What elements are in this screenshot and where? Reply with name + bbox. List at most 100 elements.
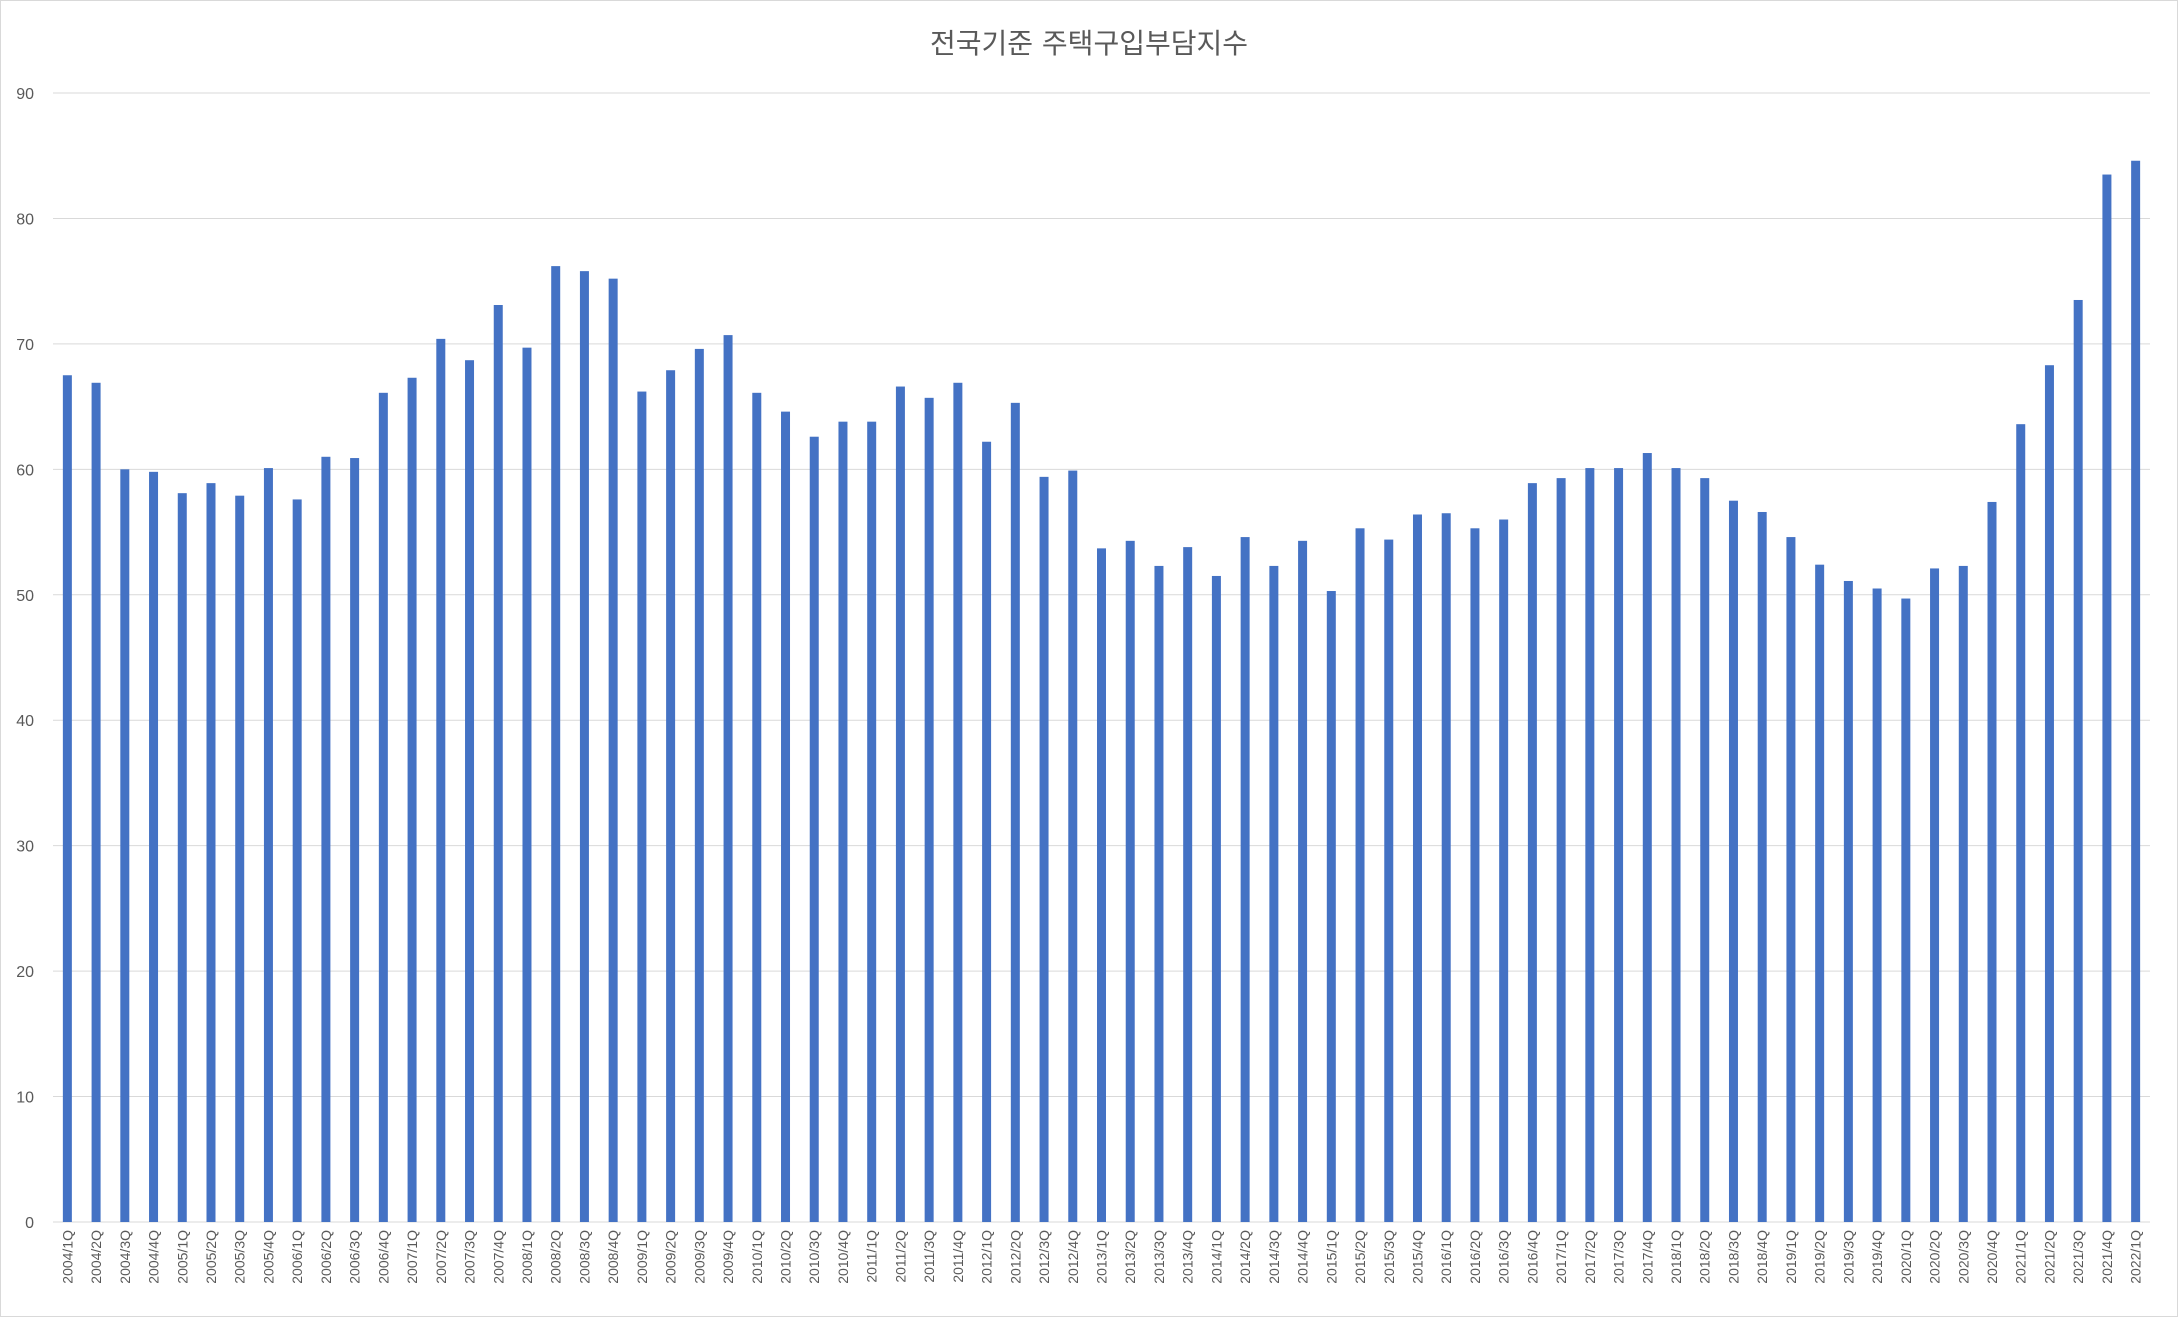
x-tick-label: 2013/1Q: [1094, 1230, 1110, 1284]
bar-2004-3Q: [120, 469, 130, 1222]
x-tick-label: 2014/3Q: [1266, 1230, 1282, 1284]
bar-2014-2Q: [1240, 537, 1250, 1222]
x-tick-label: 2016/1Q: [1438, 1230, 1454, 1284]
bar-2016-3Q: [1499, 519, 1509, 1222]
x-tick-label: 2019/1Q: [1783, 1230, 1799, 1284]
bar-2012-1Q: [982, 441, 992, 1222]
bar-2005-3Q: [235, 495, 245, 1223]
x-tick-label: 2019/4Q: [1869, 1230, 1885, 1284]
bar-2014-1Q: [1211, 575, 1221, 1222]
x-tick-label: 2016/2Q: [1467, 1230, 1483, 1284]
x-tick-label: 2012/3Q: [1036, 1230, 1052, 1284]
bar-2006-3Q: [350, 458, 360, 1222]
x-tick-label: 2012/4Q: [1065, 1230, 1081, 1284]
x-tick-label: 2021/4Q: [2099, 1230, 2115, 1284]
bar-2015-2Q: [1355, 528, 1365, 1222]
x-tick-label: 2018/4Q: [1754, 1230, 1770, 1284]
x-tick-label: 2020/1Q: [1898, 1230, 1914, 1284]
bar-2015-4Q: [1412, 514, 1422, 1222]
x-tick-label: 2016/3Q: [1496, 1230, 1512, 1284]
bar-2017-3Q: [1614, 468, 1624, 1223]
bar-2005-4Q: [263, 468, 273, 1223]
bar-2015-1Q: [1326, 591, 1336, 1222]
y-tick-label: 40: [16, 713, 34, 730]
x-tick-label: 2006/2Q: [318, 1230, 334, 1284]
x-tick-label: 2019/3Q: [1840, 1230, 1856, 1284]
bar-2010-3Q: [809, 436, 819, 1222]
y-tick-label: 30: [16, 839, 34, 856]
bar-2017-1Q: [1556, 478, 1566, 1222]
bar-2004-2Q: [91, 382, 101, 1222]
bar-2011-1Q: [867, 421, 877, 1223]
chart-title: 전국기준 주택구입부담지수: [929, 27, 1249, 60]
bar-2016-4Q: [1527, 483, 1537, 1223]
bar-2006-4Q: [378, 392, 388, 1222]
y-tick-label: 80: [16, 211, 34, 228]
bar-2008-1Q: [522, 347, 532, 1222]
bar-2005-1Q: [177, 493, 187, 1222]
x-tick-label: 2007/3Q: [462, 1230, 478, 1284]
bar-2007-4Q: [493, 305, 503, 1222]
bar-2014-4Q: [1298, 540, 1308, 1222]
x-tick-label: 2022/1Q: [2128, 1230, 2144, 1284]
bar-2018-1Q: [1671, 468, 1681, 1223]
x-tick-label: 2009/4Q: [720, 1230, 736, 1284]
x-tick-label: 2017/4Q: [1639, 1230, 1655, 1284]
bar-2007-1Q: [407, 377, 417, 1222]
y-tick-label: 50: [16, 588, 34, 605]
x-tick-label: 2008/2Q: [548, 1230, 564, 1284]
bar-2012-4Q: [1068, 470, 1078, 1222]
bar-2020-4Q: [1987, 501, 1997, 1223]
x-tick-label: 2014/4Q: [1295, 1230, 1311, 1284]
x-tick-label: 2018/2Q: [1697, 1230, 1713, 1284]
x-tick-label: 2014/1Q: [1208, 1230, 1224, 1284]
x-tick-label: 2009/1Q: [634, 1230, 650, 1284]
x-tick-label: 2010/4Q: [835, 1230, 851, 1284]
bar-2006-1Q: [292, 499, 302, 1222]
x-tick-label: 2010/3Q: [806, 1230, 822, 1284]
bar-2015-3Q: [1384, 539, 1394, 1222]
bar-2017-2Q: [1585, 468, 1595, 1223]
x-tick-label: 2015/1Q: [1323, 1230, 1339, 1284]
x-tick-label: 2011/3Q: [921, 1230, 937, 1283]
bar-2011-4Q: [953, 382, 963, 1222]
bar-2020-1Q: [1901, 598, 1911, 1222]
x-tick-label: 2019/2Q: [1812, 1230, 1828, 1284]
bar-2022-1Q: [2131, 160, 2141, 1223]
bar-2016-2Q: [1470, 528, 1480, 1222]
x-tick-label: 2012/1Q: [979, 1230, 995, 1284]
x-tick-label: 2012/2Q: [1007, 1230, 1023, 1284]
bar-2009-1Q: [637, 391, 647, 1223]
x-tick-label: 2007/1Q: [404, 1230, 420, 1284]
bar-2021-2Q: [2044, 365, 2054, 1222]
x-tick-label: 2011/2Q: [892, 1230, 908, 1283]
bar-2013-1Q: [1097, 548, 1106, 1222]
x-tick-label: 2021/2Q: [2041, 1230, 2057, 1284]
x-tick-label: 2006/1Q: [289, 1230, 305, 1284]
bar-2018-4Q: [1757, 511, 1767, 1222]
x-tick-label: 2017/3Q: [1611, 1230, 1627, 1284]
bar-2011-3Q: [924, 397, 934, 1223]
x-tick-label: 2021/3Q: [2070, 1230, 2086, 1284]
x-tick-label: 2007/2Q: [433, 1230, 449, 1284]
bars: [62, 160, 2141, 1223]
x-tick-label: 2018/1Q: [1668, 1230, 1684, 1284]
x-tick-label: 2006/4Q: [375, 1230, 391, 1284]
bar-2008-3Q: [579, 271, 589, 1222]
bar-2011-2Q: [895, 386, 905, 1222]
bar-2021-1Q: [2016, 424, 2026, 1222]
bar-2019-2Q: [1815, 564, 1825, 1222]
x-tick-label: 2017/2Q: [1582, 1230, 1598, 1284]
x-axis-tick-labels: 2004/1Q 2004/2Q 2004/3Q 2004/4Q 2005/1Q 2005/…: [59, 1230, 2143, 1284]
x-tick-label: 2009/3Q: [691, 1230, 707, 1284]
x-tick-label: 2013/4Q: [1180, 1230, 1196, 1284]
x-tick-label: 2004/3Q: [117, 1230, 133, 1284]
x-tick-label: 2016/4Q: [1524, 1230, 1540, 1284]
x-tick-label: 2004/1Q: [59, 1230, 75, 1284]
x-tick-label: 2005/4Q: [260, 1230, 276, 1284]
y-tick-label: 70: [16, 337, 34, 354]
x-tick-label: 2015/4Q: [1409, 1230, 1425, 1284]
x-tick-label: 2008/3Q: [576, 1230, 592, 1284]
y-tick-label: 10: [16, 1090, 34, 1107]
